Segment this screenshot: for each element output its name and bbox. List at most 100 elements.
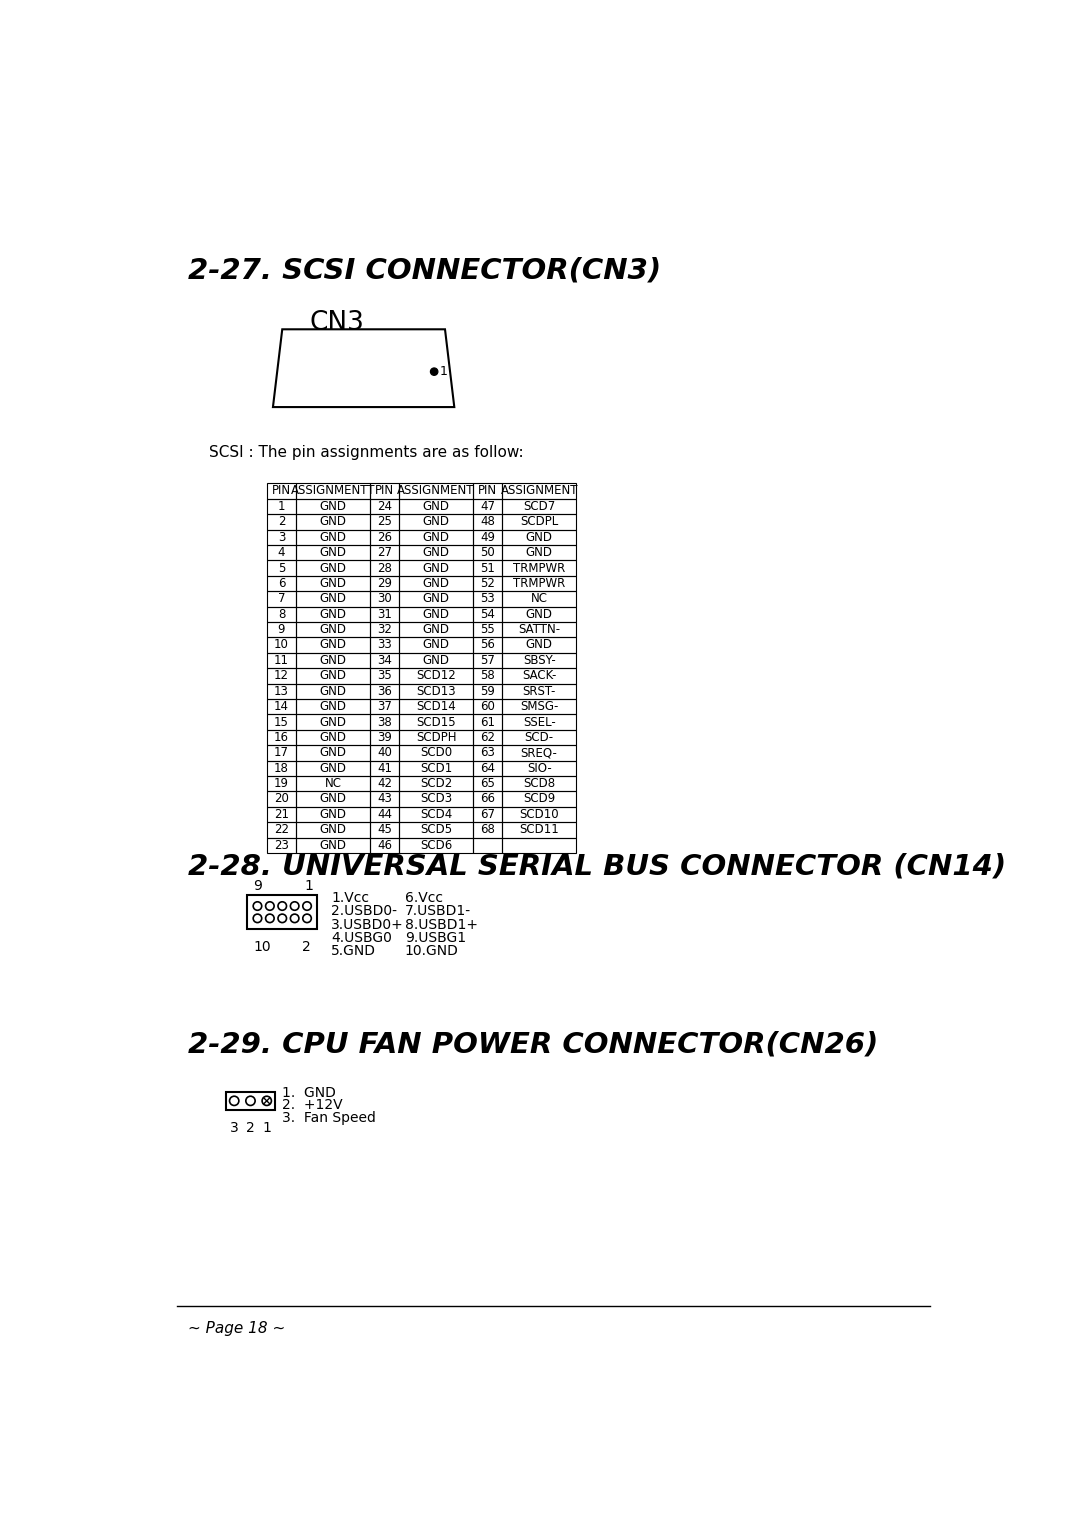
Text: 7: 7	[278, 592, 285, 605]
Bar	[296, 668, 369, 683]
Bar	[502, 514, 576, 529]
Bar	[296, 807, 369, 822]
Circle shape	[288, 383, 295, 390]
Bar	[400, 592, 473, 607]
Text: 61: 61	[481, 715, 495, 729]
Bar	[369, 499, 400, 514]
Text: GND: GND	[320, 639, 347, 651]
Text: 1.Vcc: 1.Vcc	[332, 891, 369, 906]
Text: 28: 28	[377, 561, 392, 575]
Circle shape	[297, 352, 305, 360]
Text: 34: 34	[377, 654, 392, 666]
Bar	[296, 714, 369, 729]
Text: GND: GND	[320, 685, 347, 698]
Bar	[247, 895, 318, 929]
Text: 7.USBD1-: 7.USBD1-	[405, 904, 471, 918]
Bar	[473, 714, 502, 729]
Bar	[400, 637, 473, 653]
Text: GND: GND	[320, 746, 347, 759]
Bar	[502, 714, 576, 729]
Bar	[267, 592, 296, 607]
Text: 44: 44	[377, 808, 392, 820]
Bar	[369, 607, 400, 622]
Text: 26: 26	[377, 531, 392, 544]
Bar	[400, 729, 473, 746]
Text: GND: GND	[320, 761, 347, 775]
Text: 53: 53	[481, 592, 495, 605]
Text: GND: GND	[320, 561, 347, 575]
Bar	[267, 683, 296, 698]
Bar	[473, 698, 502, 714]
Bar	[473, 560, 502, 576]
Bar	[267, 653, 296, 668]
Bar	[296, 514, 369, 529]
Circle shape	[297, 337, 305, 345]
Circle shape	[377, 337, 384, 345]
Text: 2-29. CPU FAN POWER CONNECTOR(CN26): 2-29. CPU FAN POWER CONNECTOR(CN26)	[188, 1029, 878, 1058]
Text: SBSY-: SBSY-	[523, 654, 555, 666]
Bar	[473, 544, 502, 560]
Text: 65: 65	[481, 778, 495, 790]
Bar	[400, 746, 473, 761]
Circle shape	[377, 383, 384, 390]
Text: 1: 1	[278, 500, 285, 512]
Circle shape	[341, 383, 349, 390]
Circle shape	[360, 383, 366, 390]
Text: 31: 31	[377, 607, 392, 621]
Text: GND: GND	[320, 654, 347, 666]
Text: 64: 64	[481, 761, 495, 775]
Bar	[267, 761, 296, 776]
Bar	[267, 714, 296, 729]
Text: SCD10: SCD10	[519, 808, 559, 820]
Circle shape	[413, 383, 420, 390]
Bar	[267, 560, 296, 576]
Bar	[227, 1092, 274, 1110]
Bar	[267, 822, 296, 837]
Bar	[369, 637, 400, 653]
Bar	[400, 807, 473, 822]
Text: PIN: PIN	[478, 485, 497, 497]
Text: GND: GND	[320, 500, 347, 512]
Text: 4.USBG0: 4.USBG0	[332, 930, 392, 944]
Text: ASSIGNMENTT: ASSIGNMENTT	[291, 485, 375, 497]
Text: 51: 51	[481, 561, 495, 575]
Bar	[502, 560, 576, 576]
Text: TRMPWR: TRMPWR	[513, 561, 565, 575]
Text: 10: 10	[254, 939, 271, 955]
Circle shape	[421, 352, 429, 360]
Circle shape	[297, 368, 305, 375]
Text: 33: 33	[377, 639, 392, 651]
Bar	[502, 544, 576, 560]
Bar	[502, 683, 576, 698]
Bar	[296, 776, 369, 791]
Text: 6: 6	[278, 576, 285, 590]
Bar	[473, 622, 502, 637]
Text: 37: 37	[377, 700, 392, 714]
Text: SCD13: SCD13	[416, 685, 456, 698]
Text: 46: 46	[377, 839, 392, 851]
Text: 15: 15	[274, 715, 289, 729]
Bar	[400, 622, 473, 637]
Bar	[296, 637, 369, 653]
Text: 66: 66	[481, 793, 495, 805]
Bar	[502, 529, 576, 544]
Bar	[502, 499, 576, 514]
Text: 41: 41	[377, 761, 392, 775]
Bar	[369, 698, 400, 714]
Text: SCDPH: SCDPH	[416, 730, 457, 744]
Bar	[502, 746, 576, 761]
Text: 67: 67	[481, 808, 495, 820]
Bar	[296, 822, 369, 837]
Bar	[267, 576, 296, 592]
Text: 20: 20	[274, 793, 289, 805]
Circle shape	[324, 368, 330, 375]
Circle shape	[341, 337, 349, 345]
Bar	[267, 514, 296, 529]
Circle shape	[341, 352, 349, 360]
Text: 2: 2	[278, 515, 285, 528]
Bar	[369, 837, 400, 852]
Circle shape	[360, 337, 366, 345]
Text: SSEL-: SSEL-	[523, 715, 555, 729]
Text: GND: GND	[320, 607, 347, 621]
Text: 5.GND: 5.GND	[332, 944, 376, 958]
